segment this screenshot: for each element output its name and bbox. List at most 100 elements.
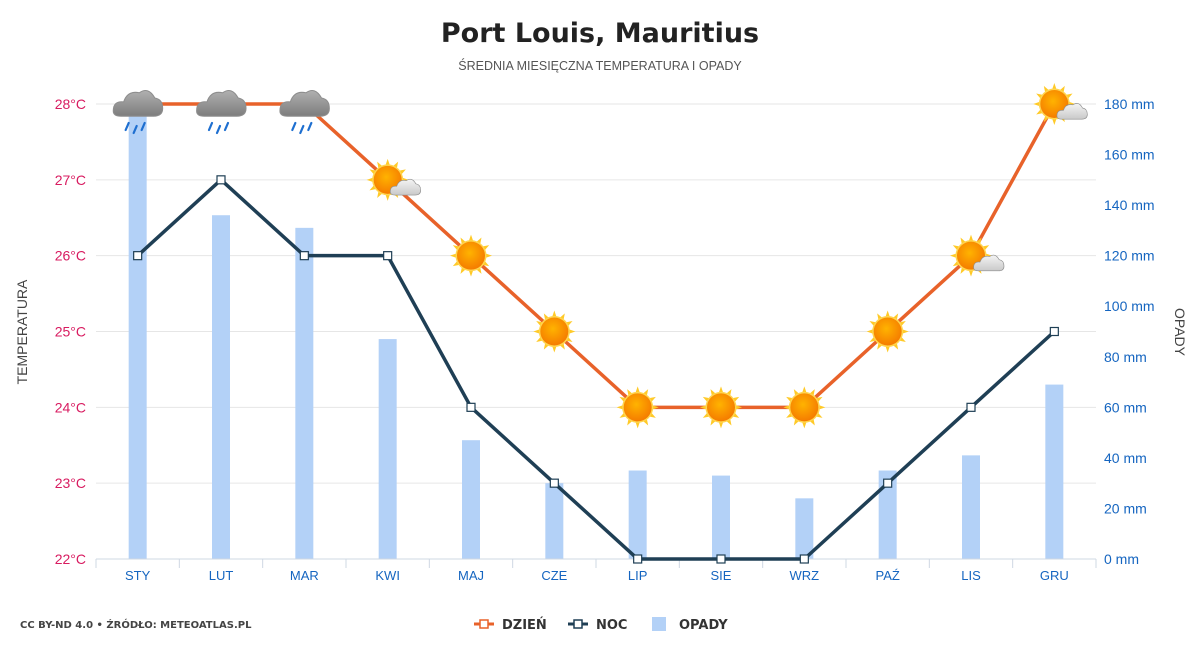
precip-bar (1045, 384, 1064, 559)
night-point (883, 478, 893, 488)
y-axis-right: 0 mm 20 mm 40 mm 60 mm 80 mm 100 mm 120 mm 140 … (1104, 96, 1155, 567)
cloud-shape (279, 89, 330, 117)
y-axis-left-title: TEMPERATURA (14, 279, 30, 384)
sun-icon (700, 386, 742, 429)
y-tick-left: 23°C (55, 475, 86, 491)
sun-icon (866, 310, 909, 353)
cloud-body (1056, 103, 1088, 120)
sun-cloud-icon (366, 158, 421, 201)
cloud-shape (196, 89, 247, 117)
night-point (549, 478, 559, 488)
sun-icon (450, 234, 492, 277)
credit-text: CC BY-ND 4.0 • ŹRÓDŁO: METEOATLAS.PL (20, 618, 252, 631)
y-tick-left: 24°C (55, 399, 86, 415)
x-tick-label: GRU (1040, 568, 1069, 583)
rain-drop (299, 124, 305, 135)
sun-disc (790, 393, 819, 422)
legend-label: NOC (596, 618, 627, 633)
legend-item: NOC (568, 618, 627, 633)
weather-icons (112, 83, 1088, 429)
legend-item: OPADY (652, 617, 728, 633)
precip-bar (462, 440, 480, 559)
rain-drops (207, 121, 230, 135)
sun-disc (457, 241, 485, 270)
rain-cloud-icon (112, 89, 164, 135)
y-tick-left: 26°C (55, 248, 86, 264)
rain-drop (140, 121, 146, 132)
night-point (633, 554, 643, 564)
y-tick-left: 22°C (55, 551, 86, 567)
x-tick-label: SIE (711, 568, 732, 583)
precip-bar (545, 483, 564, 559)
rain-drop (132, 124, 138, 135)
y-axis-right-title: OPADY (1172, 308, 1188, 357)
rain-drop (307, 121, 313, 132)
sun-icon (616, 386, 659, 429)
night-point (133, 251, 143, 261)
rain-drop (291, 121, 297, 132)
night-point (299, 251, 309, 261)
y-tick-left: 27°C (55, 172, 86, 188)
precip-bar (128, 114, 147, 559)
cloud-body (389, 178, 421, 196)
y-tick-right: 0 mm (1104, 551, 1139, 567)
sun-disc (707, 393, 735, 422)
legend-swatch-marker (479, 619, 489, 629)
sun-disc (623, 393, 652, 422)
cloud-shape (112, 89, 164, 117)
cloud-shape (389, 178, 421, 196)
y-tick-left: 28°C (55, 96, 86, 112)
y-tick-right: 180 mm (1104, 96, 1155, 112)
y-tick-right: 160 mm (1104, 147, 1155, 163)
y-axis-left: 22°C 23°C 24°C 25°C 26°C 27°C 28°C (55, 96, 86, 567)
precip-bar (378, 339, 397, 559)
y-tick-right: 100 mm (1104, 298, 1155, 314)
cloud-shape (973, 254, 1005, 272)
cloud-body (279, 89, 330, 117)
legend-item: DZIEŃ (474, 617, 547, 633)
cloud-body (973, 254, 1005, 272)
sun-cloud-icon (950, 234, 1005, 277)
legend-label: DZIEŃ (502, 617, 547, 633)
precip-bar (712, 475, 730, 559)
rain-cloud-icon (279, 89, 330, 135)
grid-lines (96, 103, 1096, 484)
temperature-lines (133, 102, 1059, 564)
rain-drop (223, 121, 230, 132)
night-point (216, 175, 226, 185)
precip-bar (628, 470, 647, 559)
cloud-body (196, 89, 247, 117)
x-tick-label: LIP (628, 568, 648, 583)
rain-drop (124, 121, 130, 132)
sun-icon (533, 310, 576, 353)
legend: DZIEŃ NOC OPADY (474, 617, 728, 633)
rain-drop (215, 124, 222, 135)
rain-drops (291, 121, 313, 135)
x-tick-label: LUT (209, 568, 234, 583)
x-tick-label: CZE (541, 568, 567, 583)
chart-title: Port Louis, Mauritius (441, 18, 759, 49)
night-point (383, 251, 393, 261)
x-tick-label: KWI (375, 568, 400, 583)
x-tick-label: MAR (290, 568, 319, 583)
precip-bar (212, 215, 230, 559)
chart-subtitle: ŚREDNIA MIESIĘCZNA TEMPERATURA I OPADY (458, 58, 742, 73)
x-tick-label: WRZ (790, 568, 820, 583)
x-tick-label: LIS (961, 568, 981, 583)
x-tick-label: STY (125, 568, 151, 583)
legend-swatch-bar (652, 617, 666, 631)
x-tick-label: PAŹ (876, 568, 900, 583)
precipitation-bars (128, 114, 1064, 559)
sun-icon (783, 386, 826, 429)
y-tick-right: 80 mm (1104, 349, 1147, 365)
night-point (799, 554, 809, 564)
night-point (466, 402, 476, 412)
precip-bar (795, 498, 814, 559)
sun-disc (540, 317, 569, 346)
precip-bar (295, 227, 314, 559)
legend-label: OPADY (679, 618, 728, 633)
legend-swatch-marker (573, 619, 583, 629)
x-axis: STY LUT MAR KWI MAJ CZE LIP SIE WRZ PAŹ LIS GRU (95, 558, 1097, 583)
rain-drop (207, 121, 214, 132)
